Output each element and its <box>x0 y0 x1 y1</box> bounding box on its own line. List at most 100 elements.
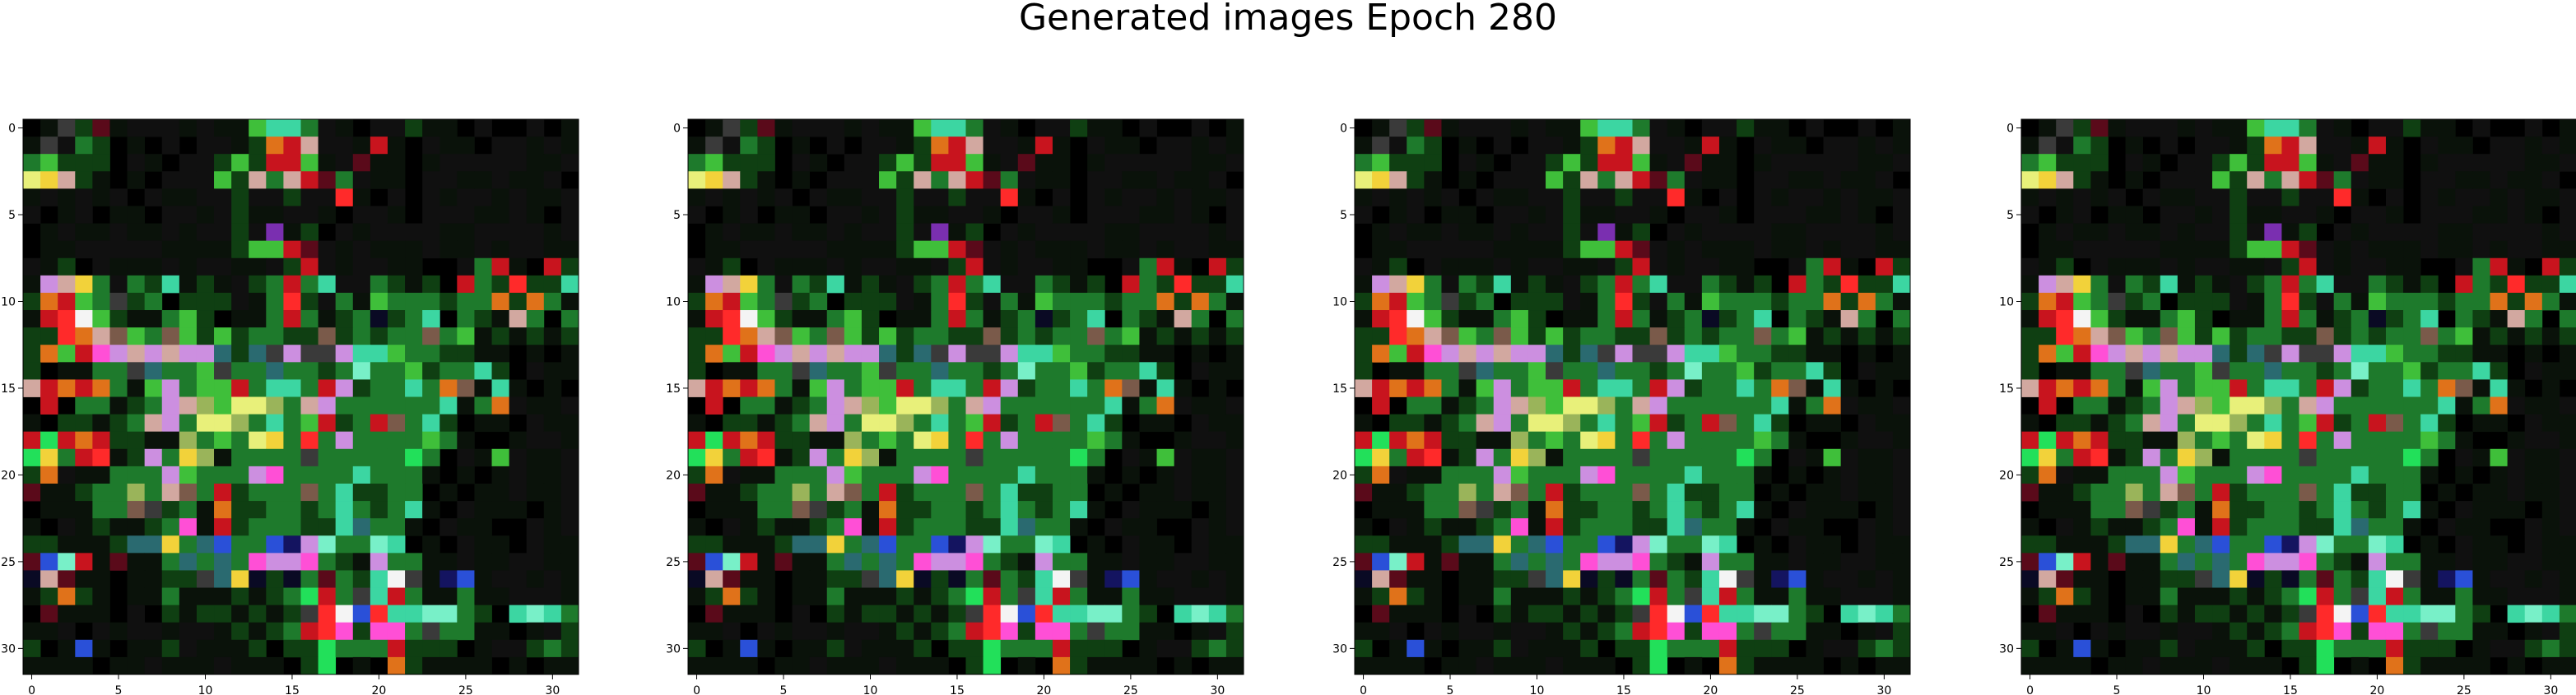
pixel-cell <box>144 240 163 259</box>
pixel-cell <box>457 275 475 294</box>
pixel-cell <box>1788 605 1806 623</box>
pixel-cell <box>723 362 741 380</box>
pixel-cell <box>439 587 458 606</box>
pixel-cell <box>965 188 983 206</box>
pixel-cell <box>688 535 706 554</box>
pixel-cell <box>1667 137 1686 155</box>
pixel-cell <box>1122 137 1140 155</box>
pixel-cell <box>1035 154 1053 172</box>
pixel-cell <box>1225 605 1244 623</box>
pixel-cell <box>1806 223 1824 242</box>
pixel-cell <box>352 518 371 536</box>
pixel-cell <box>75 466 93 484</box>
pixel-cell <box>352 483 371 502</box>
pixel-cell <box>1174 605 1193 623</box>
pixel-cell <box>439 518 458 536</box>
pixel-cell <box>1476 622 1495 641</box>
pixel-cell <box>2160 257 2178 276</box>
pixel-cell <box>2056 362 2074 380</box>
pixel-cell <box>2108 396 2126 415</box>
pixel-cell <box>1754 240 1772 259</box>
pixel-cell <box>387 223 406 242</box>
pixel-cell <box>283 639 301 658</box>
pixel-cell <box>1156 622 1175 641</box>
pixel-cell <box>914 622 932 641</box>
pixel-cell <box>1840 275 1859 294</box>
pixel-cell <box>1858 119 1876 137</box>
pixel-cell <box>387 137 406 155</box>
pixel-cell <box>948 501 966 519</box>
pixel-cell <box>2039 223 2057 242</box>
pixel-cell <box>1632 206 1650 224</box>
pixel-cell <box>1372 570 1390 588</box>
pixel-cell <box>300 362 319 380</box>
pixel-cell <box>127 639 146 658</box>
pixel-cell <box>861 448 880 467</box>
pixel-cell <box>1122 223 1140 242</box>
pixel-cell <box>23 257 41 276</box>
pixel-cell <box>931 501 949 519</box>
pixel-cell <box>161 518 180 536</box>
pixel-cell <box>543 327 562 345</box>
pixel-cell <box>109 119 128 137</box>
pixel-cell <box>1754 379 1772 397</box>
pixel-cell <box>196 292 215 311</box>
pixel-cell <box>1104 622 1123 641</box>
pixel-cell <box>1701 171 1720 189</box>
pixel-cell <box>2212 518 2230 536</box>
pixel-cell <box>1458 518 1477 536</box>
pixel-cell <box>826 518 845 536</box>
pixel-cell <box>1597 119 1616 137</box>
pixel-cell <box>2299 119 2317 137</box>
pixel-cell <box>1355 345 1373 363</box>
pixel-cell <box>2125 414 2144 433</box>
pixel-cell <box>983 622 1002 641</box>
pixel-cell <box>1389 605 1407 623</box>
pixel-cell <box>983 431 1002 450</box>
pixel-cell <box>1017 327 1036 345</box>
pixel-cell <box>249 362 267 380</box>
axes-frame <box>2020 118 2576 675</box>
pixel-cell <box>896 275 914 294</box>
pixel-cell <box>688 587 706 606</box>
pixel-cell <box>2299 448 2317 467</box>
pixel-cell <box>1546 257 1564 276</box>
pixel-cell <box>965 448 983 467</box>
pixel-cell <box>2350 206 2369 224</box>
pixel-cell <box>2507 154 2526 172</box>
pixel-cell <box>40 448 58 467</box>
pixel-cell <box>2142 154 2161 172</box>
pixel-cell <box>92 622 110 641</box>
pixel-cell <box>844 483 863 502</box>
pixel-cell <box>2350 310 2369 328</box>
pixel-cell <box>1737 466 1755 484</box>
pixel-cell <box>1052 396 1071 415</box>
pixel-cell <box>335 171 354 189</box>
pixel-cell <box>1546 448 1564 467</box>
pixel-cell <box>2350 257 2369 276</box>
pixel-cell <box>1737 310 1755 328</box>
pixel-cell <box>740 535 758 554</box>
pixel-cell <box>844 431 863 450</box>
pixel-cell <box>179 518 198 536</box>
pixel-cell <box>474 275 492 294</box>
pixel-cell <box>352 639 371 658</box>
pixel-cell <box>844 292 863 311</box>
pixel-cell <box>1597 431 1616 450</box>
pixel-cell <box>826 570 845 588</box>
pixel-cell <box>1139 310 1157 328</box>
pixel-cell <box>2559 622 2576 641</box>
pixel-cell <box>109 656 128 675</box>
pixel-cell <box>1156 466 1175 484</box>
pixel-cell <box>1510 310 1529 328</box>
pixel-cell <box>2385 414 2404 433</box>
pixel-cell <box>1546 656 1564 675</box>
pixel-cell <box>1208 240 1227 259</box>
pixel-cell <box>2247 431 2265 450</box>
pixel-cell <box>2316 553 2335 571</box>
pixel-cell <box>161 656 180 675</box>
pixel-cell <box>1527 345 1546 363</box>
pixel-cell <box>1000 587 1019 606</box>
pixel-cell <box>896 362 914 380</box>
pixel-cell <box>1191 275 1210 294</box>
